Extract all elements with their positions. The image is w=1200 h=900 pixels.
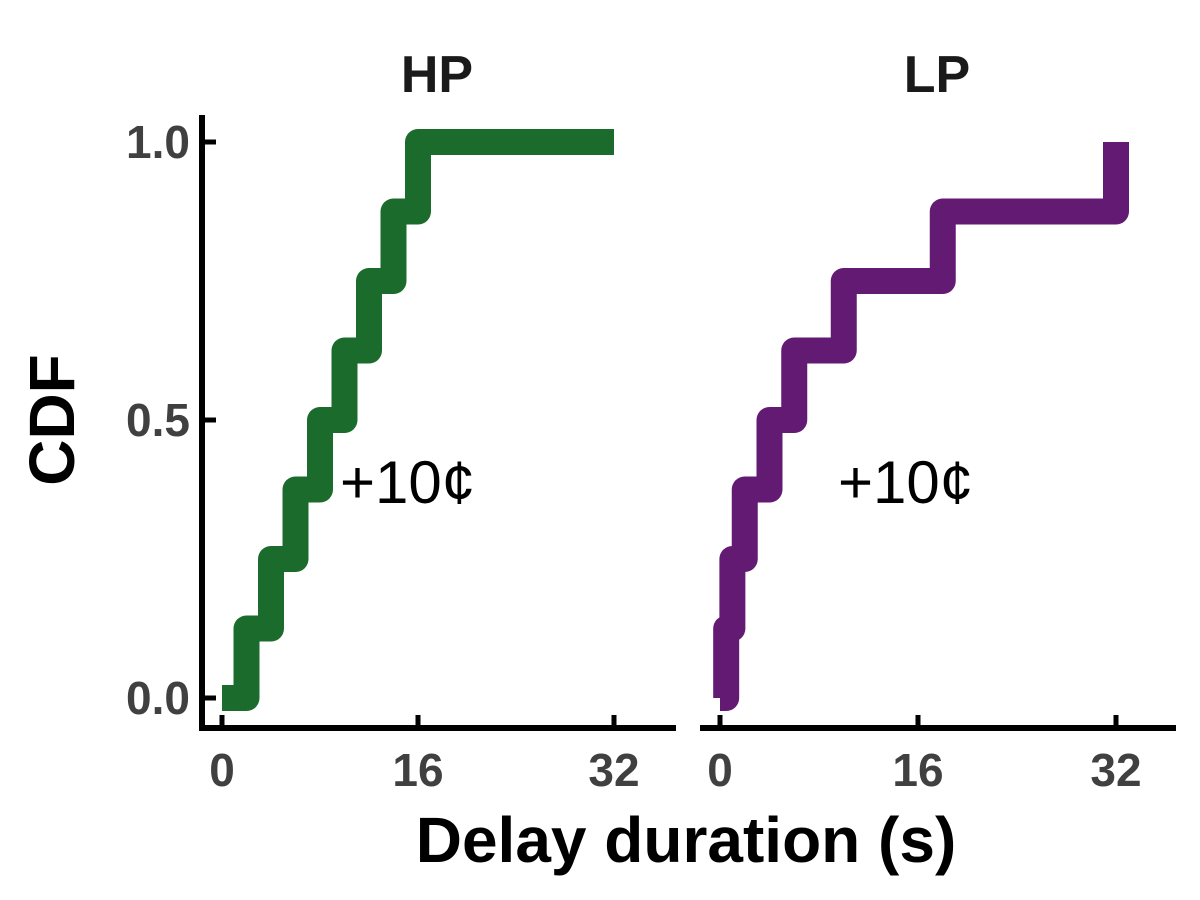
x-tick-label-0-hp: 0 [209, 744, 235, 796]
panel-hp: HP 1.0 0.5 0.0 0 16 32 +10¢ [126, 46, 676, 796]
panel-title-lp: LP [904, 46, 970, 104]
y-tick-label-05: 0.5 [126, 394, 190, 446]
x-tick-label-16-lp: 16 [892, 744, 943, 796]
x-tick-label-32-hp: 32 [588, 744, 639, 796]
y-tick-label-0: 0.0 [126, 672, 190, 724]
x-tick-label-16-hp: 16 [392, 744, 443, 796]
y-axis-title: CDF [16, 354, 88, 486]
series-line-hp [222, 129, 614, 711]
y-tick-label-1: 1.0 [126, 116, 190, 168]
annotation-lp: +10¢ [838, 449, 973, 516]
series-line-lp [713, 142, 1129, 711]
panel-lp: LP 0 16 32 +10¢ [700, 46, 1176, 796]
x-axis-title: Delay duration (s) [416, 804, 957, 876]
panel-title-hp: HP [401, 46, 473, 104]
x-tick-label-32-lp: 32 [1090, 744, 1141, 796]
x-tick-label-0-lp: 0 [707, 744, 733, 796]
annotation-hp: +10¢ [340, 449, 475, 516]
